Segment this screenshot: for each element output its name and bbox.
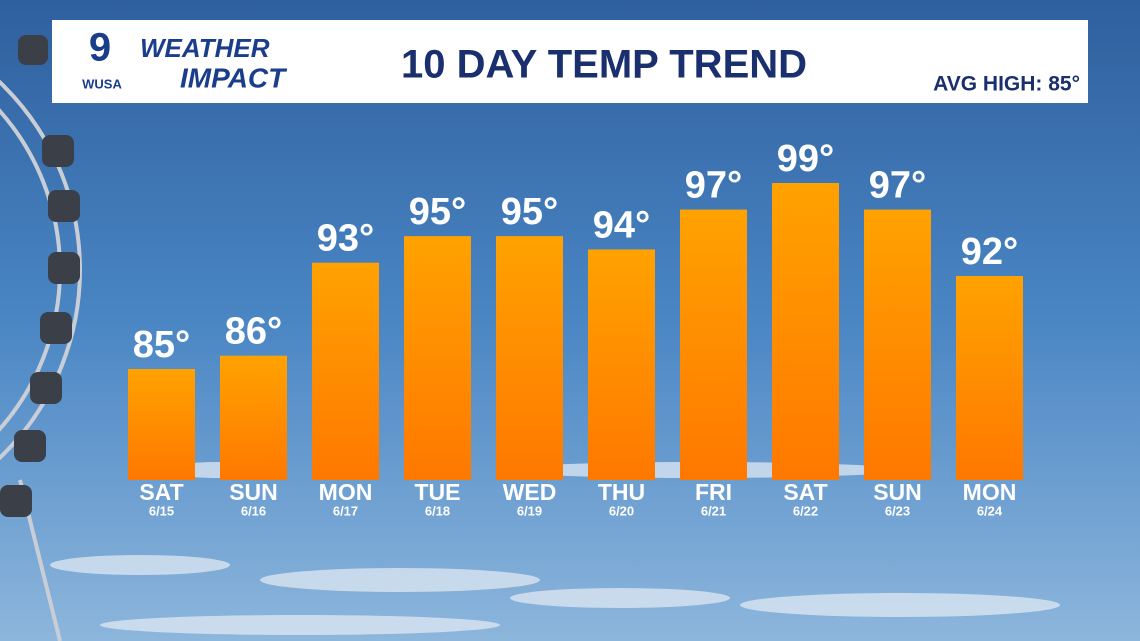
day-label: SAT <box>139 479 183 505</box>
date-label: 6/23 <box>885 503 910 518</box>
value-label: 95° <box>409 191 466 233</box>
date-label: 6/21 <box>701 503 726 518</box>
day-label: TUE <box>415 479 461 505</box>
date-label: 6/24 <box>977 503 1003 518</box>
bar <box>496 236 563 480</box>
date-label: 6/16 <box>241 503 266 518</box>
date-label: 6/19 <box>517 503 542 518</box>
header-bar <box>52 20 1088 103</box>
day-label: SAT <box>783 479 827 505</box>
brand-top: WEATHER <box>140 33 270 63</box>
date-label: 6/20 <box>609 503 634 518</box>
bar <box>220 355 287 480</box>
date-label: 6/17 <box>333 503 358 518</box>
logo-station: WUSA <box>82 76 122 91</box>
value-label: 93° <box>317 218 374 260</box>
bar <box>680 209 747 481</box>
bar <box>312 262 379 480</box>
bar <box>128 369 195 480</box>
value-label: 97° <box>869 165 926 207</box>
bar <box>588 249 655 480</box>
day-label: SUN <box>873 479 922 505</box>
value-label: 95° <box>501 191 558 233</box>
day-label: SUN <box>229 479 278 505</box>
day-label: MON <box>963 479 1017 505</box>
value-label: 86° <box>225 311 282 353</box>
brand-bottom: IMPACT <box>180 62 288 93</box>
day-label: THU <box>598 479 645 505</box>
chart-title: 10 DAY TEMP TREND <box>401 43 807 87</box>
value-label: 92° <box>961 231 1018 273</box>
date-label: 6/18 <box>425 503 450 518</box>
logo-channel: 9 <box>89 26 111 70</box>
value-label: 99° <box>777 138 834 180</box>
bar <box>772 183 839 480</box>
value-label: 97° <box>685 165 742 207</box>
value-label: 85° <box>133 324 190 366</box>
value-label: 94° <box>593 204 650 246</box>
day-label: MON <box>319 479 373 505</box>
avg-high-note: AVG HIGH: 85° <box>933 73 1080 96</box>
bar <box>864 209 931 481</box>
date-label: 6/22 <box>793 503 818 518</box>
date-label: 6/15 <box>149 503 174 518</box>
bar <box>404 236 471 480</box>
bar <box>956 276 1023 480</box>
day-label: FRI <box>695 479 732 505</box>
gondolas <box>0 35 80 517</box>
day-label: WED <box>503 479 557 505</box>
